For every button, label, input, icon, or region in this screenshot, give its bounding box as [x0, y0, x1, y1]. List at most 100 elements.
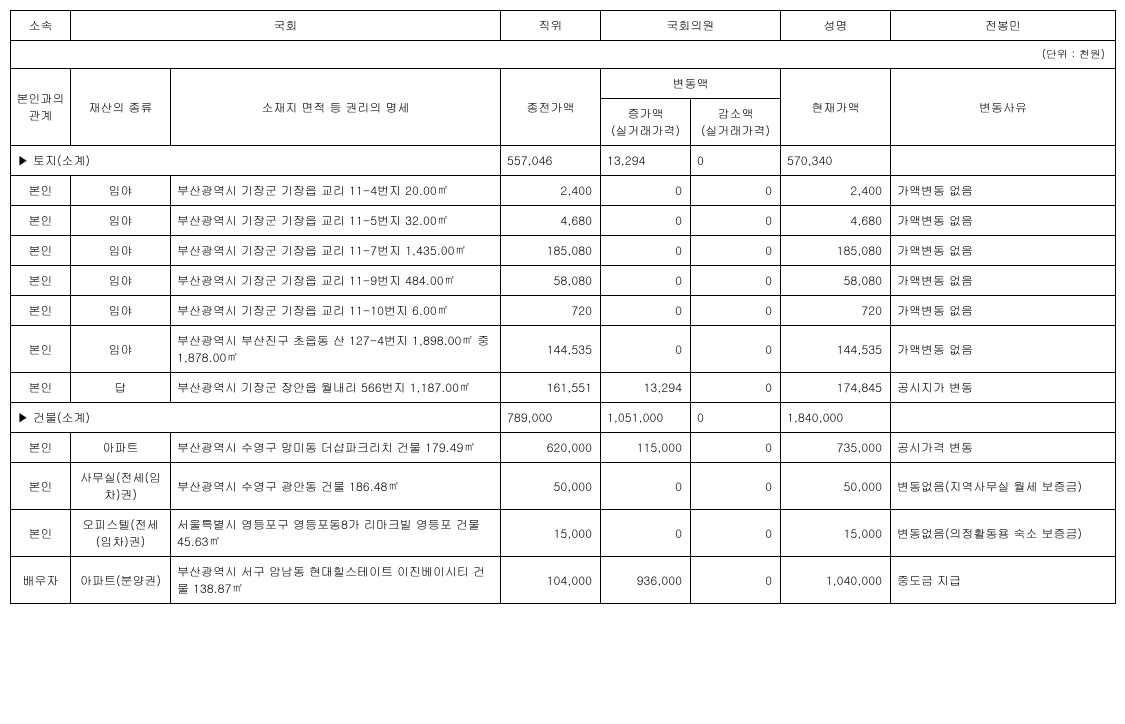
section-reason [891, 146, 1116, 176]
cell-detail: 부산광역시 기장군 기장읍 교리 11-9번지 484.00㎡ [171, 266, 501, 296]
affiliation-label: 소속 [11, 11, 71, 41]
cell-inc: 0 [601, 206, 691, 236]
col-reason: 변동사유 [891, 69, 1116, 146]
cell-detail: 부산광역시 수영구 광안동 건물 186.48㎡ [171, 463, 501, 510]
cell-inc: 936,000 [601, 557, 691, 604]
section-prev: 789,000 [501, 403, 601, 433]
section-title: ▶ 토지(소계) [11, 146, 501, 176]
cell-detail: 부산광역시 부산진구 초읍동 산 127-4번지 1,898.00㎡ 중 1,8… [171, 326, 501, 373]
cell-detail: 부산광역시 기장군 기장읍 교리 11-5번지 32.00㎡ [171, 206, 501, 236]
table-row: 본인임야부산광역시 기장군 기장읍 교리 11-5번지 32.00㎡4,6800… [11, 206, 1116, 236]
position-value: 국회의원 [601, 11, 781, 41]
cell-prev: 144,535 [501, 326, 601, 373]
cell-relation: 본인 [11, 296, 71, 326]
main-table: 본인과의 관계 재산의 종류 소재지 면적 등 권리의 명세 종전가액 변동액 … [10, 68, 1116, 604]
table-row: 본인임야부산광역시 기장군 기장읍 교리 11-4번지 20.00㎡2,4000… [11, 176, 1116, 206]
cell-inc: 115,000 [601, 433, 691, 463]
cell-prev: 620,000 [501, 433, 601, 463]
cell-prev: 185,080 [501, 236, 601, 266]
cell-detail: 부산광역시 서구 암남동 현대힐스테이트 이진베이시티 건물 138.87㎡ [171, 557, 501, 604]
cell-reason: 가액변동 없음 [891, 236, 1116, 266]
table-body: ▶ 토지(소계)557,04613,2940570,340본인임야부산광역시 기… [11, 146, 1116, 604]
cell-cur: 50,000 [781, 463, 891, 510]
cell-cur: 144,535 [781, 326, 891, 373]
cell-type: 임야 [71, 266, 171, 296]
cell-prev: 161,551 [501, 373, 601, 403]
section-row: ▶ 토지(소계)557,04613,2940570,340 [11, 146, 1116, 176]
cell-inc: 0 [601, 266, 691, 296]
cell-inc: 0 [601, 510, 691, 557]
cell-dec: 0 [691, 236, 781, 266]
cell-reason: 가액변동 없음 [891, 206, 1116, 236]
cell-prev: 104,000 [501, 557, 601, 604]
cell-type: 사무실(전세(임차)권) [71, 463, 171, 510]
cell-dec: 0 [691, 463, 781, 510]
col-change: 변동액 [601, 69, 781, 99]
cell-relation: 본인 [11, 176, 71, 206]
position-label: 직위 [501, 11, 601, 41]
cell-detail: 부산광역시 기장군 장안읍 월내리 566번지 1,187.00㎡ [171, 373, 501, 403]
cell-detail: 부산광역시 기장군 기장읍 교리 11-10번지 6.00㎡ [171, 296, 501, 326]
col-increase: 증가액 (실거래가격) [601, 99, 691, 146]
cell-prev: 50,000 [501, 463, 601, 510]
cell-dec: 0 [691, 557, 781, 604]
table-row: 배우자아파트(분양권)부산광역시 서구 암남동 현대힐스테이트 이진베이시티 건… [11, 557, 1116, 604]
section-inc: 1,051,000 [601, 403, 691, 433]
cell-detail: 서울특별시 영등포구 영등포동8가 리마크빌 영등포 건물 45.63㎡ [171, 510, 501, 557]
cell-relation: 본인 [11, 463, 71, 510]
table-row: 본인임야부산광역시 기장군 기장읍 교리 11-9번지 484.00㎡58,08… [11, 266, 1116, 296]
col-prev: 종전가액 [501, 69, 601, 146]
cell-inc: 0 [601, 236, 691, 266]
table-row: 본인답부산광역시 기장군 장안읍 월내리 566번지 1,187.00㎡161,… [11, 373, 1116, 403]
section-reason [891, 403, 1116, 433]
cell-reason: 가액변동 없음 [891, 176, 1116, 206]
section-dec: 0 [691, 403, 781, 433]
col-asset-type: 재산의 종류 [71, 69, 171, 146]
cell-relation: 본인 [11, 206, 71, 236]
section-cur: 1,840,000 [781, 403, 891, 433]
cell-relation: 본인 [11, 373, 71, 403]
cell-type: 답 [71, 373, 171, 403]
table-row: 본인아파트부산광역시 수영구 망미동 더샵파크리치 건물 179.49㎡620,… [11, 433, 1116, 463]
cell-inc: 0 [601, 296, 691, 326]
cell-reason: 공시가격 변동 [891, 433, 1116, 463]
cell-relation: 본인 [11, 510, 71, 557]
cell-cur: 15,000 [781, 510, 891, 557]
cell-cur: 4,680 [781, 206, 891, 236]
cell-reason: 중도금 지급 [891, 557, 1116, 604]
cell-detail: 부산광역시 기장군 기장읍 교리 11-7번지 1,435.00㎡ [171, 236, 501, 266]
unit-row: (단위 : 천원) [11, 41, 1116, 69]
cell-dec: 0 [691, 373, 781, 403]
table-row: 본인사무실(전세(임차)권)부산광역시 수영구 광안동 건물 186.48㎡50… [11, 463, 1116, 510]
section-title: ▶ 건물(소계) [11, 403, 501, 433]
cell-type: 임야 [71, 206, 171, 236]
cell-prev: 2,400 [501, 176, 601, 206]
table-row: 본인임야부산광역시 부산진구 초읍동 산 127-4번지 1,898.00㎡ 중… [11, 326, 1116, 373]
cell-cur: 2,400 [781, 176, 891, 206]
col-relation: 본인과의 관계 [11, 69, 71, 146]
header-table: 소속 국회 직위 국회의원 성명 전봉민 (단위 : 천원) [10, 10, 1116, 68]
cell-reason: 변동없음(지역사무실 월세 보증금) [891, 463, 1116, 510]
cell-cur: 1,040,000 [781, 557, 891, 604]
cell-dec: 0 [691, 206, 781, 236]
cell-dec: 0 [691, 433, 781, 463]
name-label: 성명 [781, 11, 891, 41]
cell-inc: 13,294 [601, 373, 691, 403]
section-prev: 557,046 [501, 146, 601, 176]
table-row: 본인임야부산광역시 기장군 기장읍 교리 11-10번지 6.00㎡720007… [11, 296, 1116, 326]
cell-dec: 0 [691, 296, 781, 326]
cell-type: 임야 [71, 176, 171, 206]
cell-inc: 0 [601, 463, 691, 510]
table-row: 본인오피스텔(전세(임차)권)서울특별시 영등포구 영등포동8가 리마크빌 영등… [11, 510, 1116, 557]
col-decrease: 감소액 (실거래가격) [691, 99, 781, 146]
cell-cur: 720 [781, 296, 891, 326]
name-value: 전봉민 [891, 11, 1116, 41]
cell-reason: 가액변동 없음 [891, 266, 1116, 296]
cell-cur: 58,080 [781, 266, 891, 296]
table-row: 본인임야부산광역시 기장군 기장읍 교리 11-7번지 1,435.00㎡185… [11, 236, 1116, 266]
cell-inc: 0 [601, 176, 691, 206]
cell-type: 임야 [71, 296, 171, 326]
section-cur: 570,340 [781, 146, 891, 176]
cell-inc: 0 [601, 326, 691, 373]
header-row: 소속 국회 직위 국회의원 성명 전봉민 [11, 11, 1116, 41]
